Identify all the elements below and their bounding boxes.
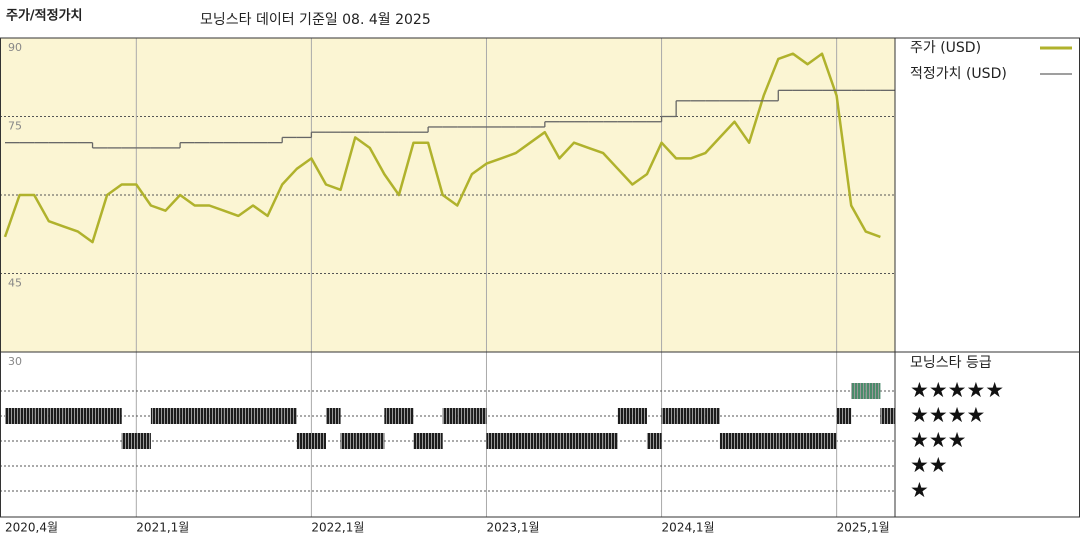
chart-subtitle: 모닝스타 데이터 기준일 08. 4월 2025 xyxy=(200,12,431,28)
rating-bar xyxy=(880,408,895,424)
rating-bar xyxy=(530,433,545,449)
rating-bar xyxy=(807,433,823,449)
price-line xyxy=(3,52,881,244)
rating-bar xyxy=(238,408,254,424)
rating-bar xyxy=(92,408,108,424)
rating-bar xyxy=(442,408,458,424)
rating-bar xyxy=(544,433,560,449)
legend-label: 주가 (USD) xyxy=(910,40,981,56)
rating-bar xyxy=(851,383,866,399)
rating-bar xyxy=(413,433,429,449)
x-tick-label: 2024,1월 xyxy=(662,521,715,535)
y-tick-label: 75 xyxy=(8,120,22,133)
chart-title: 주가/적정가치 xyxy=(6,8,83,24)
rating-bar xyxy=(63,408,78,424)
rating-bar xyxy=(180,408,195,424)
rating-bar xyxy=(719,433,735,449)
rating-label: ★★★★★ xyxy=(910,378,1004,402)
x-tick-label: 2021,1월 xyxy=(136,521,189,535)
ratings-title: 모닝스타 등급 xyxy=(910,355,992,371)
y-tick-label: 90 xyxy=(8,41,22,54)
rating-bar xyxy=(136,433,151,449)
rating-bar xyxy=(836,408,852,424)
rating-bar xyxy=(325,408,341,424)
y-tick-label: 45 xyxy=(8,277,22,290)
rating-bar xyxy=(690,408,706,424)
rating-bar xyxy=(661,408,677,424)
rating-bar xyxy=(223,408,239,424)
rating-bar xyxy=(165,408,181,424)
y-tick-label: 30 xyxy=(8,355,22,368)
rating-bar xyxy=(865,383,881,399)
rating-bar xyxy=(150,408,166,424)
rating-bar xyxy=(603,433,618,449)
rating-bar xyxy=(5,408,20,424)
rating-label: ★★★★ xyxy=(910,403,985,427)
rating-label: ★★ xyxy=(910,453,948,477)
rating-bar xyxy=(340,433,356,449)
rating-bar xyxy=(501,433,516,449)
rating-bar xyxy=(355,433,370,449)
rating-bar xyxy=(822,433,837,449)
rating-bar xyxy=(588,433,604,449)
x-tick-label: 2020,4월 xyxy=(5,521,58,535)
rating-bar xyxy=(296,433,312,449)
rating-bar xyxy=(617,408,633,424)
rating-bar xyxy=(471,408,487,424)
legend-label: 적정가치 (USD) xyxy=(910,66,1007,82)
rating-bar xyxy=(705,408,720,424)
x-tick-label: 2025,1월 xyxy=(837,521,890,535)
rating-bar xyxy=(428,433,443,449)
x-tick-label: 2022,1월 xyxy=(311,521,364,535)
x-tick-label: 2023,1월 xyxy=(486,521,539,535)
rating-bar xyxy=(19,408,35,424)
rating-bar xyxy=(77,408,93,424)
rating-bar xyxy=(398,408,414,424)
rating-bar xyxy=(734,433,750,449)
rating-bar xyxy=(486,433,502,449)
rating-bar xyxy=(749,433,764,449)
rating-label: ★ xyxy=(910,478,929,502)
rating-bar xyxy=(632,408,647,424)
rating-bar xyxy=(763,433,779,449)
rating-bar xyxy=(194,408,210,424)
rating-bar xyxy=(311,433,326,449)
rating-bar xyxy=(559,433,575,449)
rating-bar xyxy=(282,408,297,424)
rating-bar xyxy=(34,408,49,424)
rating-bar xyxy=(384,408,399,424)
rating-bar xyxy=(792,433,808,449)
rating-bar xyxy=(369,433,385,449)
rating-bar xyxy=(121,433,137,449)
rating-bar xyxy=(574,433,589,449)
rating-bar xyxy=(253,408,268,424)
rating-bar xyxy=(209,408,224,424)
rating-bar xyxy=(267,408,283,424)
rating-bar xyxy=(778,433,793,449)
rating-label: ★★★ xyxy=(910,428,966,452)
rating-bar xyxy=(107,408,122,424)
rating-bar xyxy=(48,408,64,424)
rating-bar xyxy=(646,433,662,449)
rating-bar xyxy=(515,433,531,449)
rating-bar xyxy=(457,408,472,424)
rating-bar xyxy=(676,408,691,424)
